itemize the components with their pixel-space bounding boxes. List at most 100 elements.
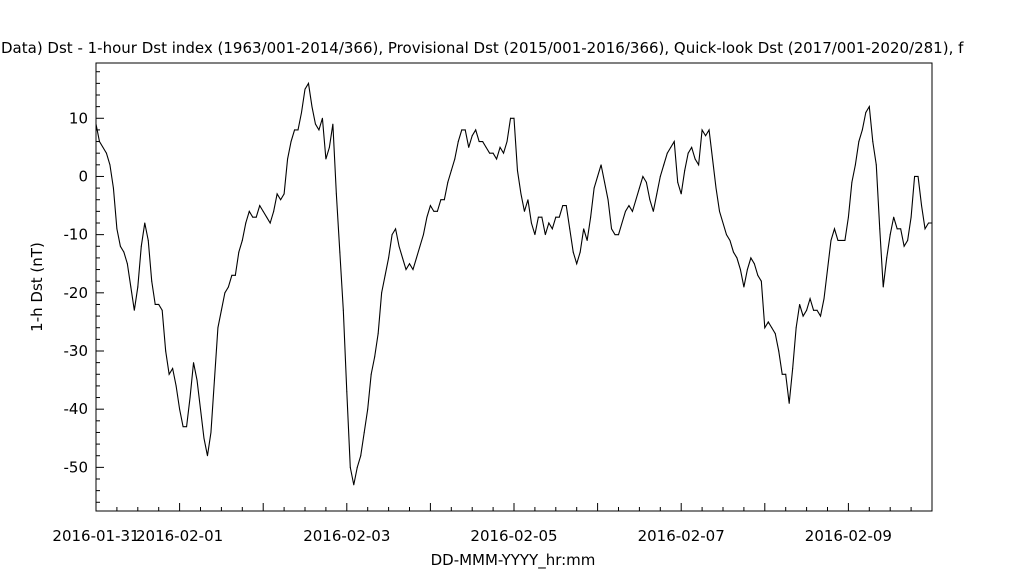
dst-data-point — [649, 199, 651, 201]
dst-data-point — [168, 373, 170, 375]
plot-area — [95, 62, 933, 512]
dst-data-point — [562, 205, 564, 207]
dst-data-point — [680, 193, 682, 195]
dst-data-point — [847, 216, 849, 218]
dst-data-point — [684, 170, 686, 172]
dst-data-point — [485, 146, 487, 148]
dst-data-point — [179, 408, 181, 410]
x-tick-label: 2016-02-09 — [805, 527, 892, 545]
dst-data-point — [370, 373, 372, 375]
dst-data-point — [482, 141, 484, 143]
dst-data-point — [342, 309, 344, 311]
dst-data-point — [799, 303, 801, 305]
dst-data-point — [760, 280, 762, 282]
dst-data-point — [795, 327, 797, 329]
dst-data-point — [119, 245, 121, 247]
y-tick-label: -40 — [64, 400, 89, 418]
dst-data-point — [729, 239, 731, 241]
dst-data-point — [523, 210, 525, 212]
series-layer — [95, 81, 933, 486]
dst-data-point — [217, 327, 219, 329]
chart-title: Data) Dst - 1-hour Dst index (1963/001-2… — [1, 39, 964, 57]
dst-data-point — [116, 228, 118, 230]
dst-data-point — [412, 269, 414, 271]
dst-data-point — [840, 239, 842, 241]
dst-data-point — [694, 158, 696, 160]
dst-data-point — [569, 228, 571, 230]
dst-data-point — [457, 141, 459, 143]
dst-data-point — [896, 228, 898, 230]
dst-data-point — [534, 234, 536, 236]
dst-data-point — [865, 111, 867, 113]
dst-data-point — [140, 245, 142, 247]
dst-data-point — [353, 484, 355, 486]
dst-data-point — [165, 350, 167, 352]
dst-data-point — [698, 164, 700, 166]
dst-data-point — [611, 228, 613, 230]
dst-data-point — [461, 129, 463, 131]
dst-data-point — [687, 152, 689, 154]
dst-data-point — [360, 455, 362, 457]
dst-data-point — [914, 175, 916, 177]
dst-data-point — [715, 187, 717, 189]
dst-data-point — [395, 228, 397, 230]
dst-data-point — [513, 117, 515, 119]
dst-data-point — [551, 228, 553, 230]
dst-data-point — [586, 239, 588, 241]
dst-data-point — [572, 251, 574, 253]
dst-data-point — [280, 199, 282, 201]
dst-data-point — [924, 228, 926, 230]
dst-data-point — [109, 164, 111, 166]
dst-data-point — [802, 315, 804, 317]
dst-data-point — [614, 234, 616, 236]
dst-data-point — [628, 205, 630, 207]
dst-data-point — [349, 466, 351, 468]
dst-data-point — [196, 379, 198, 381]
dst-data-point — [269, 222, 271, 224]
dst-data-point — [224, 292, 226, 294]
dst-data-point — [813, 309, 815, 311]
dst-data-point — [621, 222, 623, 224]
dst-data-point — [872, 141, 874, 143]
dst-data-point — [785, 373, 787, 375]
dst-data-point — [788, 402, 790, 404]
dst-data-point — [405, 269, 407, 271]
dst-data-point — [415, 257, 417, 259]
dst-data-point — [830, 239, 832, 241]
dst-data-point — [151, 280, 153, 282]
dst-data-point — [921, 205, 923, 207]
dst-data-point — [771, 327, 773, 329]
dst-data-point — [659, 175, 661, 177]
dst-data-point — [475, 129, 477, 131]
dst-data-point — [391, 234, 393, 236]
dst-data-point — [778, 350, 780, 352]
dst-data-point — [670, 146, 672, 148]
dst-data-point — [182, 426, 184, 428]
dst-data-point — [732, 251, 734, 253]
dst-data-point — [318, 129, 320, 131]
dst-data-point — [123, 251, 125, 253]
dst-data-point — [311, 106, 313, 108]
dst-data-point — [307, 82, 309, 84]
dst-data-point — [739, 269, 741, 271]
dst-data-point — [597, 175, 599, 177]
dst-data-point — [200, 408, 201, 410]
dst-data-point — [186, 426, 188, 428]
dst-data-point — [816, 309, 818, 311]
dst-data-point — [447, 181, 449, 183]
dst-data-point — [600, 164, 602, 166]
dst-data-point — [429, 205, 431, 207]
dst-data-point — [875, 164, 877, 166]
x-tick-label: 2016-02-07 — [638, 527, 725, 545]
dst-data-point — [266, 216, 268, 218]
dst-data-point — [241, 239, 243, 241]
dst-data-point — [631, 210, 633, 212]
dst-data-point — [346, 391, 348, 393]
dst-data-point — [227, 286, 229, 288]
dst-data-point — [133, 309, 135, 311]
x-tick-label: 2016-02-03 — [303, 527, 390, 545]
y-tick-label: 10 — [69, 109, 88, 127]
dst-data-point — [175, 385, 177, 387]
